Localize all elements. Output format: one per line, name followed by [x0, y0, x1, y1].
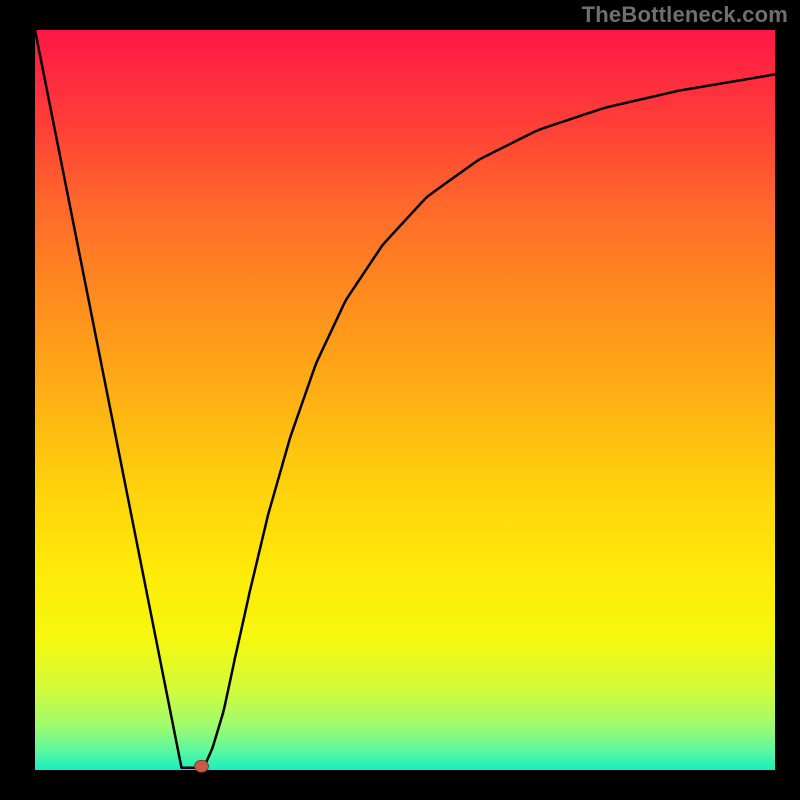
- chart-svg: [0, 0, 800, 800]
- plot-background: [35, 30, 775, 770]
- watermark-text: TheBottleneck.com: [582, 2, 788, 28]
- optimal-point-marker: [195, 760, 209, 772]
- chart-container: TheBottleneck.com: [0, 0, 800, 800]
